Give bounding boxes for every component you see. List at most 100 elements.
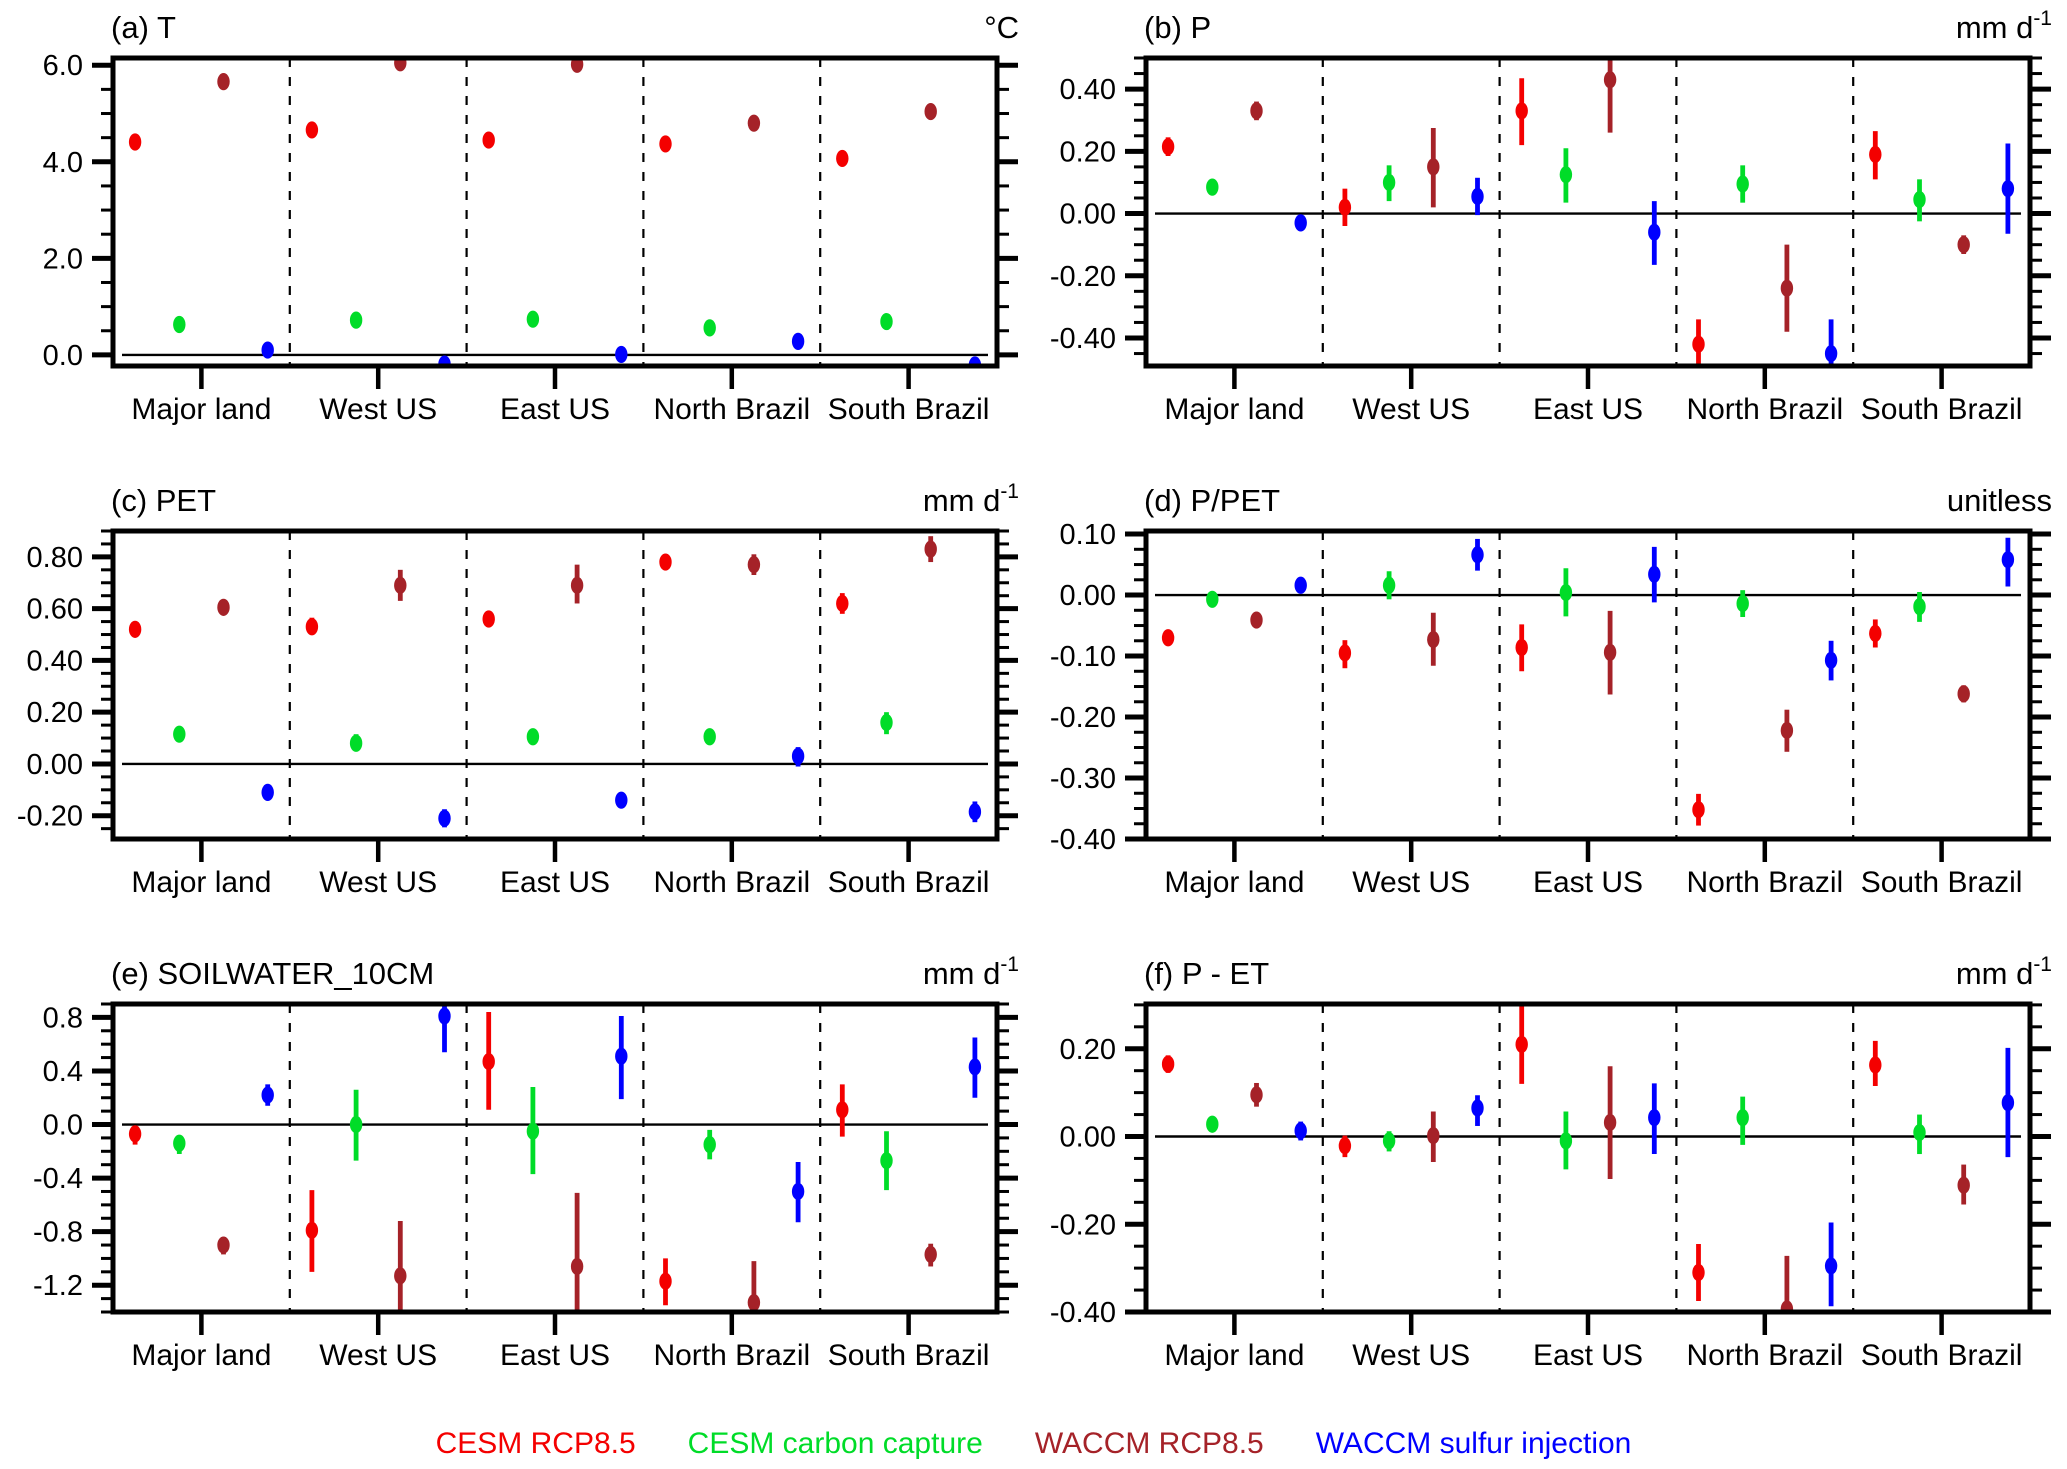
data-point xyxy=(880,712,893,735)
x-category-label: West US xyxy=(1352,866,1470,899)
data-point xyxy=(791,747,805,767)
data-point xyxy=(570,1192,584,1312)
x-category-label: West US xyxy=(1352,393,1470,426)
data-point xyxy=(703,319,716,337)
panel-b-chart: -0.40 -0.20 0.00 0.20 0.40 Major land West US E… xyxy=(1050,7,2052,426)
x-category-label: South Brazil xyxy=(828,866,990,899)
y-tick-label: -0.20 xyxy=(1050,702,1116,734)
legend-item-waccm-sulfur-injection: WACCM sulfur injection xyxy=(1315,1427,1632,1460)
data-point xyxy=(1294,576,1307,594)
data-point xyxy=(1824,640,1838,681)
legend-item-cesm-rcp85: CESM RCP8.5 xyxy=(435,1427,636,1460)
data-point xyxy=(1603,1066,1617,1180)
data-point xyxy=(394,569,407,601)
panel-unit-label: mm d-1 xyxy=(1956,7,2052,45)
y-tick-label: 0.80 xyxy=(27,542,83,574)
panel-title: (f) P - ET xyxy=(1144,956,1269,991)
y-tick-label: 0.60 xyxy=(27,594,83,626)
x-category-label: East US xyxy=(500,393,610,426)
x-category-label: East US xyxy=(500,1339,610,1372)
data-point xyxy=(438,1004,451,1053)
data-point xyxy=(1913,179,1926,222)
y-tick-label: 0.00 xyxy=(1060,199,1116,231)
x-category-label: East US xyxy=(1533,866,1643,899)
data-point xyxy=(1603,58,1617,133)
data-point xyxy=(217,73,230,91)
legend-item-waccm-rcp85: WACCM RCP8.5 xyxy=(1034,1427,1264,1460)
data-point xyxy=(968,801,982,823)
data-point xyxy=(261,341,274,359)
data-point xyxy=(1515,78,1528,146)
data-point xyxy=(570,564,584,604)
data-point xyxy=(1294,1121,1307,1141)
data-point xyxy=(173,1134,186,1154)
y-tick-label: -0.40 xyxy=(1050,824,1116,856)
data-point xyxy=(482,1012,495,1110)
y-tick-label: 0.20 xyxy=(27,697,83,729)
data-points xyxy=(1161,537,2015,826)
data-point xyxy=(1206,1115,1219,1133)
legend-item-cesm-carbon-capture: CESM carbon capture xyxy=(687,1427,983,1460)
plot-box xyxy=(110,1001,1000,1315)
data-point xyxy=(703,1129,716,1160)
data-points xyxy=(128,58,982,366)
data-points xyxy=(128,1004,982,1312)
data-point xyxy=(1161,1055,1175,1073)
panel-b-precipitation: -0.40 -0.20 0.00 0.20 0.40 Major land West US E… xyxy=(1033,0,2066,473)
data-point xyxy=(1780,1255,1794,1312)
x-category-label: West US xyxy=(319,393,437,426)
y-tick-label: -1.2 xyxy=(33,1270,83,1302)
y-tick-label: 0.40 xyxy=(1060,74,1116,106)
data-point xyxy=(1471,1095,1484,1126)
data-point xyxy=(659,1258,672,1306)
data-point xyxy=(1736,1096,1749,1145)
data-point xyxy=(1515,624,1528,672)
x-category-label: West US xyxy=(319,866,437,899)
plot-box xyxy=(110,55,1000,369)
data-point xyxy=(1913,1114,1926,1155)
data-point xyxy=(880,1131,893,1191)
data-point xyxy=(924,536,937,563)
data-point xyxy=(261,783,274,802)
data-point xyxy=(659,135,672,153)
data-point xyxy=(1780,244,1794,332)
data-point xyxy=(394,1220,407,1312)
panel-title: (e) SOILWATER_10CM xyxy=(111,956,434,991)
data-point xyxy=(482,610,495,628)
plot-box xyxy=(1143,55,2033,369)
data-point xyxy=(1427,128,1440,208)
data-point xyxy=(1161,629,1175,647)
data-point xyxy=(1559,568,1573,617)
data-point xyxy=(968,1037,982,1098)
data-point xyxy=(438,809,451,828)
x-category-label: Major land xyxy=(1164,1339,1304,1372)
y-tick-label: 0.0 xyxy=(43,340,83,372)
data-point xyxy=(1692,319,1705,366)
data-point xyxy=(1382,1131,1396,1152)
data-point xyxy=(615,791,628,809)
x-category-label: North Brazil xyxy=(1686,866,1843,899)
data-point xyxy=(1559,1111,1573,1170)
data-point xyxy=(1603,610,1617,695)
x-category-label: South Brazil xyxy=(1861,1339,2023,1372)
data-point xyxy=(836,593,849,614)
data-point xyxy=(305,617,319,636)
data-point xyxy=(1427,1111,1440,1162)
y-tick-label: 0.8 xyxy=(43,1002,83,1034)
data-point xyxy=(1824,319,1838,366)
x-category-label: North Brazil xyxy=(653,393,810,426)
x-category-label: South Brazil xyxy=(828,1339,990,1372)
data-point xyxy=(615,345,628,364)
y-tick-label: -0.30 xyxy=(1050,763,1116,795)
data-point xyxy=(836,1084,849,1137)
data-point xyxy=(217,1236,230,1255)
data-point xyxy=(1869,131,1882,180)
data-point xyxy=(526,310,540,328)
data-point xyxy=(1913,591,1926,622)
data-point xyxy=(1471,538,1484,571)
data-point xyxy=(747,554,761,575)
plot-box xyxy=(1143,528,2033,842)
data-point xyxy=(836,149,849,168)
data-point xyxy=(1780,709,1794,752)
